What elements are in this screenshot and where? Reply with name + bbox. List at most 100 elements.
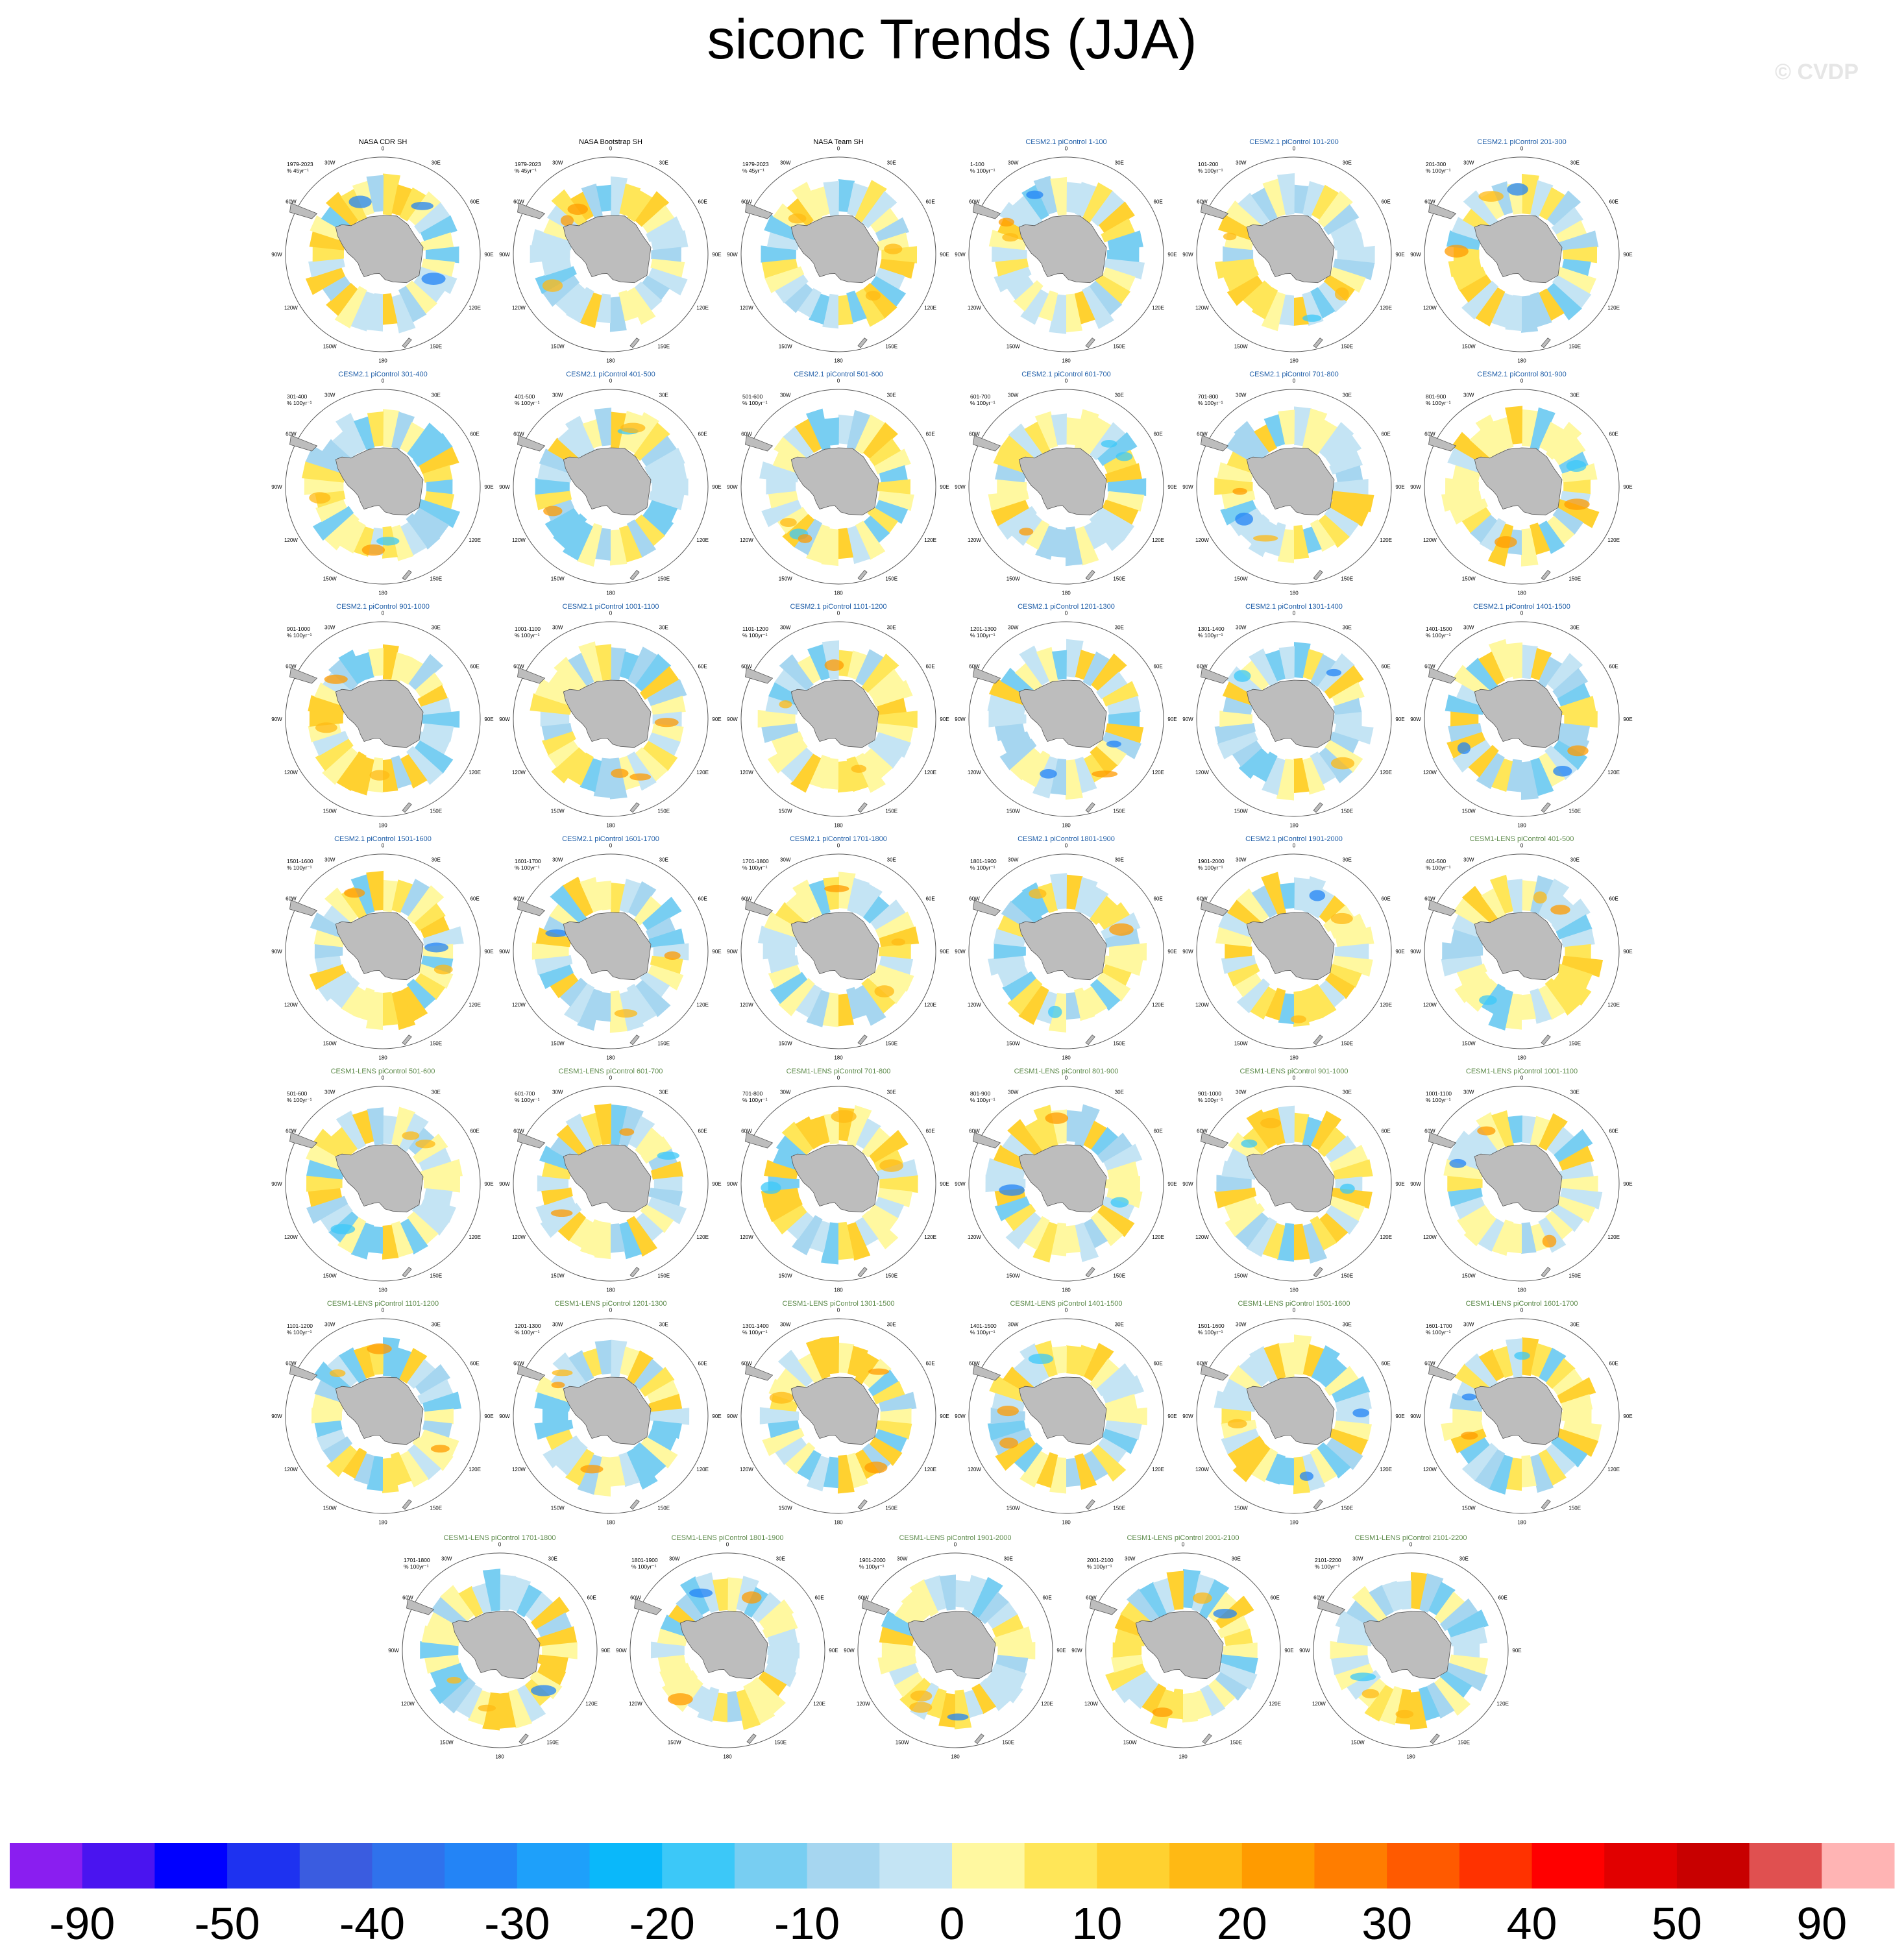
ice-trend-cell — [779, 654, 814, 691]
ice-trend-cell — [855, 984, 886, 1026]
longitude-label: 120W — [1195, 305, 1209, 311]
panel-period: 2001-2100 — [1087, 1557, 1114, 1563]
ice-trend-cell — [581, 1112, 603, 1147]
ice-trend-cell — [1331, 1188, 1373, 1209]
longitude-label: 180 — [378, 591, 387, 596]
ice-trend-cell — [1522, 173, 1539, 215]
ice-trend-cell — [1324, 1365, 1360, 1396]
ice-trend-cell — [1319, 1213, 1349, 1243]
longitude-label: 150E — [1341, 1273, 1353, 1279]
longitude-label: 30W — [669, 1556, 680, 1561]
ice-trend-cell — [1396, 1580, 1411, 1610]
longitude-label: 30E — [1115, 1321, 1124, 1327]
ice-trend-patch — [433, 964, 453, 975]
panel-period: 801-900 — [970, 1090, 990, 1097]
ice-trend-cell — [367, 1107, 384, 1145]
longitude-label: 30E — [432, 857, 441, 862]
antarctica-landmass — [335, 215, 424, 284]
ice-trend-cell — [1101, 218, 1136, 243]
longitude-label: 0 — [382, 843, 385, 849]
ice-trend-cell — [838, 414, 855, 445]
new-zealand-landmass — [402, 1267, 412, 1278]
ice-trend-patch — [657, 1151, 680, 1160]
ice-trend-cell — [1563, 479, 1591, 495]
south-america-landmass — [973, 667, 1001, 684]
longitude-label: 150E — [885, 1273, 897, 1279]
longitude-label: 0 — [837, 146, 840, 152]
longitude-label: 30E — [1343, 857, 1352, 862]
ice-trend-cell — [879, 1391, 917, 1412]
panel-units: % 100yr⁻¹ — [1426, 632, 1451, 639]
ice-trend-patch — [367, 1343, 392, 1354]
ice-trend-cell — [594, 1339, 612, 1375]
longitude-label: 180 — [723, 1754, 732, 1760]
ice-trend-cell — [400, 656, 424, 685]
ice-trend-cell — [1227, 275, 1263, 306]
longitude-label: 120E — [1152, 770, 1164, 776]
ice-trend-cell — [1552, 1369, 1583, 1396]
ice-trend-cell — [861, 191, 897, 228]
antarctica-landmass — [563, 447, 652, 516]
colorbar-swatch — [372, 1843, 445, 1889]
ice-trend-patch — [909, 1702, 933, 1713]
new-zealand-landmass — [1541, 337, 1551, 348]
longitude-label: 90W — [271, 484, 282, 490]
ice-trend-cell — [1221, 955, 1256, 974]
longitude-label: 30E — [1115, 857, 1124, 862]
ice-trend-cell — [642, 508, 674, 536]
ice-trend-cell — [339, 520, 366, 554]
ice-trend-patch — [421, 273, 446, 286]
longitude-label: 60W — [286, 1360, 297, 1366]
ice-trend-cell — [593, 757, 611, 798]
longitude-label: 90E — [712, 252, 721, 258]
new-zealand-landmass — [1202, 1733, 1212, 1744]
antarctica-landmass — [1018, 1376, 1107, 1445]
ice-trend-patch — [1533, 891, 1547, 904]
ice-trend-cell — [879, 944, 911, 960]
ice-trend-cell — [648, 491, 685, 511]
ice-trend-patch — [1478, 191, 1504, 202]
longitude-label: 150E — [1568, 1273, 1581, 1279]
panel-units: % 100yr⁻¹ — [287, 1097, 312, 1103]
ice-trend-cell — [1434, 1677, 1471, 1716]
ice-trend-cell — [1105, 463, 1143, 483]
longitude-label: 60W — [1313, 1595, 1324, 1600]
ice-trend-cell — [563, 876, 594, 917]
map-panel: CESM1-LENS piControl 1901-20001901-2000%… — [844, 1534, 1066, 1760]
ice-trend-cell — [1075, 877, 1098, 914]
ice-trend-cell — [1049, 873, 1068, 910]
panel-units: % 100yr⁻¹ — [742, 632, 768, 639]
longitude-label: 30W — [1352, 1556, 1363, 1561]
longitude-label: 120E — [696, 1234, 709, 1240]
ice-trend-cell — [330, 1127, 358, 1155]
ice-trend-cell — [1232, 1443, 1271, 1482]
ice-trend-cell — [557, 1211, 587, 1241]
colorbar-label: -50 — [194, 1898, 260, 1949]
longitude-label: 90E — [1395, 1181, 1404, 1187]
ice-trend-cell — [391, 1452, 412, 1485]
longitude-label: 150W — [1007, 576, 1020, 582]
ice-trend-patch — [348, 195, 372, 208]
ice-trend-cell — [1091, 1444, 1127, 1482]
ice-trend-cell — [1467, 744, 1499, 777]
ice-trend-cell — [697, 1687, 720, 1722]
ice-trend-cell — [391, 1347, 412, 1381]
ice-trend-cell — [1294, 877, 1310, 911]
ice-trend-cell — [611, 1104, 628, 1145]
south-america-landmass — [1428, 899, 1457, 916]
new-zealand-landmass — [1541, 1267, 1551, 1278]
panel-title: CESM2.1 piControl 1001-1100 — [563, 603, 659, 611]
ice-trend-cell — [1129, 1678, 1159, 1709]
antarctica-landmass — [1474, 912, 1563, 981]
ice-trend-cell — [986, 1158, 1025, 1180]
longitude-label: 60E — [1381, 1360, 1390, 1366]
longitude-label: 120E — [924, 1467, 936, 1473]
longitude-label: 90W — [1410, 252, 1421, 258]
ice-trend-cell — [1095, 274, 1131, 305]
ice-trend-cell — [847, 1345, 868, 1376]
ice-trend-cell — [1331, 491, 1374, 513]
ice-trend-cell — [1428, 1582, 1456, 1616]
longitude-label: 0 — [1065, 843, 1068, 849]
longitude-label: 150W — [779, 1041, 792, 1047]
